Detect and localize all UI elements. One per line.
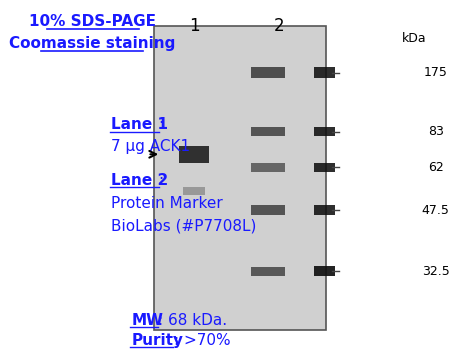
Text: : >70%: : >70% [174,333,231,347]
Text: Lane 2: Lane 2 [111,172,168,188]
Text: MW: MW [131,312,163,328]
Text: 2: 2 [274,17,284,35]
Text: BioLabs (#P7708L): BioLabs (#P7708L) [111,219,256,234]
Text: 47.5: 47.5 [422,204,450,217]
Bar [154,26,326,330]
Bar [183,187,205,195]
Text: Coomassie staining: Coomassie staining [9,36,175,51]
Bar [178,146,209,163]
Text: 32.5: 32.5 [422,265,450,278]
Text: 62: 62 [428,161,443,174]
Text: 175: 175 [424,66,448,79]
Text: Purity: Purity [131,333,183,347]
Bar [314,266,335,276]
Text: kDa: kDa [402,32,426,45]
Bar [251,205,284,215]
Bar [314,205,335,215]
Bar [251,67,284,78]
Text: Lane 1: Lane 1 [111,117,168,132]
Text: 1: 1 [189,17,200,35]
Text: 83: 83 [428,125,444,138]
Bar [251,163,284,172]
Bar [251,267,284,275]
Bar [251,127,284,136]
Bar [314,67,335,78]
Text: 10% SDS-PAGE: 10% SDS-PAGE [29,14,156,28]
Bar [314,163,335,172]
Bar [314,127,335,136]
Text: :: : [158,117,163,132]
Text: :: : [158,172,163,188]
Text: 7 μg ACK1: 7 μg ACK1 [111,139,190,154]
Text: Protein Marker: Protein Marker [111,196,222,211]
Text: : 68 kDa.: : 68 kDa. [158,312,227,328]
